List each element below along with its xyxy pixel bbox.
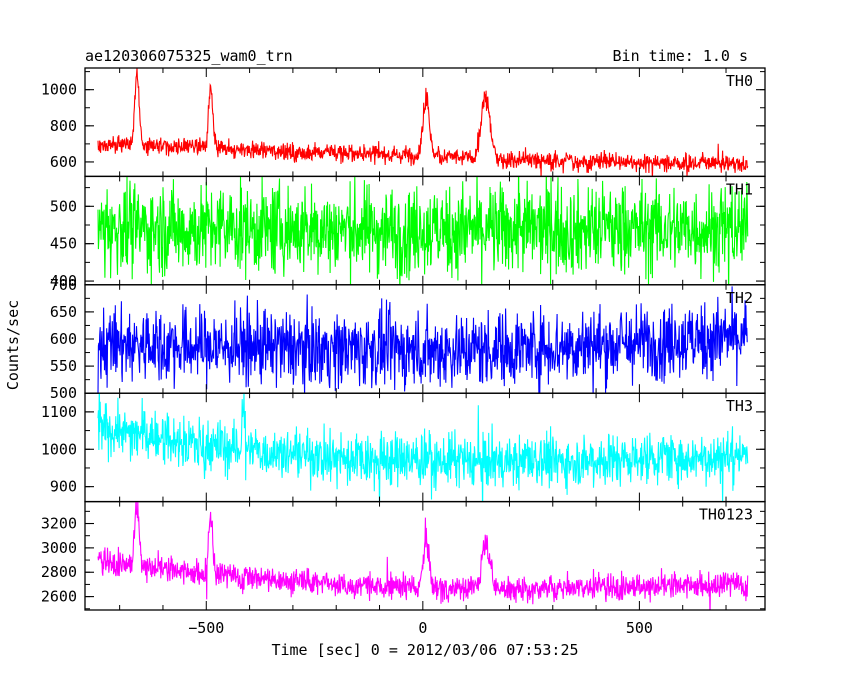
series-line-th0 [97,68,749,177]
y-tick-label: 600 [50,153,77,171]
y-tick-label: 650 [50,303,77,321]
x-tick-label: 0 [418,619,427,637]
y-axis-label: Counts/sec [4,300,22,390]
x-axis-label: Time [sec] 0 = 2012/03/06 07:53:25 [271,641,578,659]
chart-title: ae120306075325_wam0_trn [85,47,293,65]
bin-time-label: Bin time: 1.0 s [613,47,748,65]
panel-label-th1: TH1 [726,180,753,198]
y-tick-label: 700 [50,276,77,294]
panel-label-th3: TH3 [726,397,753,415]
panels: 600 800 1000 TH0 400 450 500 TH1 500 550 600 650 700… [41,67,766,637]
y-tick-label: 900 [50,478,77,496]
panel-label-th0: TH0 [726,72,753,90]
y-tick-label: 3200 [41,515,77,533]
panel-label-th2: TH2 [726,289,753,307]
y-tick-label: 3000 [41,539,77,557]
panel-th0123: 2600 2800 3000 3200 TH0123 [41,500,766,611]
series-line-th2 [97,286,748,394]
panel-th0: 600 800 1000 TH0 [41,67,766,178]
y-tick-label: 2800 [41,563,77,581]
series-line-th0123 [97,501,749,611]
y-tick-label: 1100 [41,403,77,421]
y-tick-label: 2600 [41,588,77,606]
y-tick-label: 400 [50,272,77,290]
panel-label-th0123: TH0123 [699,506,753,524]
y-tick-label: 800 [50,117,77,135]
panel-frame [84,500,766,611]
y-tick-label: 500 [50,197,77,215]
y-tick-label: 600 [50,330,77,348]
panel-th2: 500 550 600 650 700 TH2 [50,276,766,402]
x-tick-label: 500 [626,619,653,637]
series-line-th3 [97,393,749,502]
y-tick-label: 450 [50,235,77,253]
y-tick-label: 1000 [41,81,77,99]
panel-th1: 400 450 500 TH1 [50,175,766,290]
panel-th3: 900 1000 1100 TH3 [41,392,766,503]
y-tick-label: 500 [50,384,77,402]
x-tick-label: −500 [188,619,224,637]
y-tick-label: 550 [50,357,77,375]
y-tick-label: 1000 [41,440,77,458]
